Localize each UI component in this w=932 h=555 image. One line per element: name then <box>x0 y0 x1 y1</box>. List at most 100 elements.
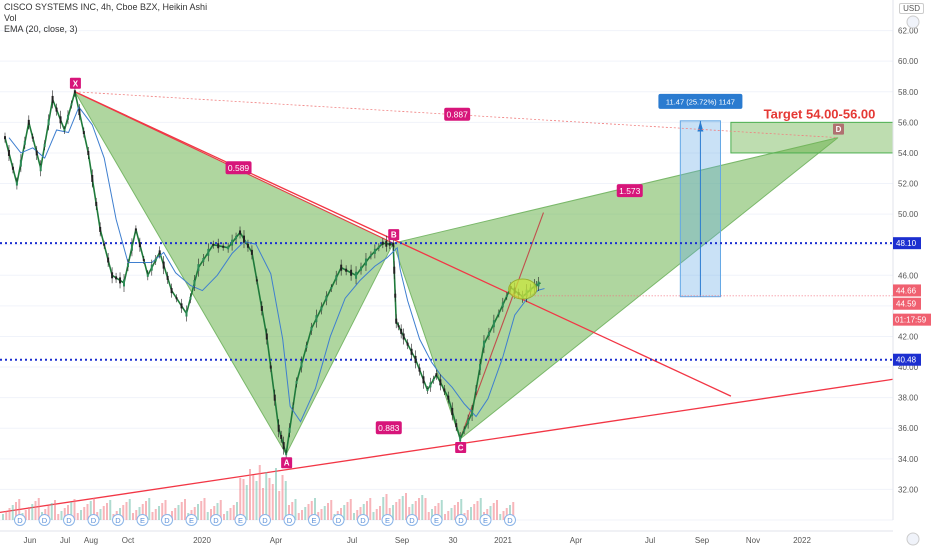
volume-bar <box>457 502 459 520</box>
ema-line <box>8 106 545 423</box>
candle <box>325 295 328 301</box>
volume-event-label: E <box>238 516 243 525</box>
volume-bar <box>106 503 108 520</box>
volume-bar <box>60 511 63 520</box>
volume-event-marker <box>14 514 26 526</box>
y-tick-label: 34.00 <box>898 455 919 464</box>
volume-bar <box>330 500 333 520</box>
candle <box>447 395 450 400</box>
trendline-lower <box>0 378 894 513</box>
xd-dotted-line <box>74 91 839 139</box>
y-tick-label: 36.00 <box>898 424 919 433</box>
volume-bar <box>401 496 404 520</box>
volume-indicator-label: Vol <box>4 13 17 23</box>
volume-event-label: D <box>66 516 72 525</box>
candle <box>175 297 178 300</box>
volume-bar <box>125 502 128 520</box>
volume-bar <box>57 514 60 520</box>
volume-bar <box>340 508 342 520</box>
currency-button[interactable]: USD <box>899 3 924 14</box>
candle <box>91 174 94 182</box>
candle <box>123 279 125 287</box>
candle <box>189 296 192 300</box>
volume-bar <box>174 508 177 520</box>
target-text: Target 54.00-56.00 <box>764 107 876 122</box>
candle <box>23 140 26 145</box>
candle <box>360 266 363 271</box>
measure-label: 11.47 (25.72%) 1147 <box>666 97 735 106</box>
pattern-point-marker <box>833 123 844 135</box>
candle <box>246 243 249 248</box>
volume-bar <box>398 499 401 520</box>
volume-bar <box>505 508 508 520</box>
volume-bar <box>171 511 173 520</box>
price-line <box>4 91 541 455</box>
volume-bar <box>154 509 157 520</box>
volume-bar <box>447 511 450 520</box>
volume-bar <box>288 505 290 520</box>
volume-bar <box>122 505 125 520</box>
volume-bar <box>437 503 440 520</box>
pattern-point-label: B <box>391 231 397 240</box>
volume-bar <box>119 508 121 520</box>
candle <box>381 241 384 245</box>
candle <box>369 254 372 257</box>
candle <box>355 271 358 279</box>
volume-bar <box>86 504 89 520</box>
volume-bar <box>2 514 4 520</box>
volume-bar <box>252 475 255 520</box>
candle <box>501 302 504 308</box>
volume-bar <box>275 468 277 520</box>
candle <box>119 277 122 284</box>
volume-bar <box>158 506 160 520</box>
volume-bar <box>76 513 79 520</box>
volume-bar <box>213 506 216 520</box>
candle <box>78 109 81 116</box>
pattern-point-marker <box>388 229 400 241</box>
candle <box>429 382 432 388</box>
volume-event-label: E <box>385 516 390 525</box>
candle <box>95 201 98 206</box>
x-tick-label: Apr <box>270 536 283 545</box>
volume-bar <box>489 506 492 520</box>
volume-bar <box>164 500 167 520</box>
volume-bar <box>434 506 437 520</box>
candle <box>158 250 161 255</box>
volume-bar <box>47 506 50 520</box>
volume-bar <box>151 512 154 520</box>
ratio-badge <box>444 107 471 121</box>
volume-bar <box>255 481 258 520</box>
x-tick-label: Jul <box>60 536 70 545</box>
volume-bar <box>385 494 388 520</box>
x-tick-label: Sep <box>395 536 410 545</box>
candle <box>295 380 298 384</box>
price-alt-tag <box>893 297 921 310</box>
volume-event-marker <box>504 514 516 526</box>
candle <box>377 246 380 249</box>
volume-event-marker <box>63 514 75 526</box>
candle <box>227 246 230 250</box>
volume-bar <box>492 503 495 520</box>
volume-event-marker <box>381 514 394 526</box>
y-tick-label: 46.00 <box>898 271 919 280</box>
candle <box>260 305 263 311</box>
volume-bar <box>323 506 326 520</box>
volume-bar <box>89 501 92 520</box>
volume-bar <box>496 500 498 520</box>
volume-bar <box>375 509 378 520</box>
candle <box>107 257 110 263</box>
candle <box>492 320 495 328</box>
candle <box>239 230 242 235</box>
volume-event-marker <box>136 514 149 526</box>
candle <box>126 263 129 268</box>
candle <box>66 114 69 120</box>
volume-bar <box>109 500 112 520</box>
ratio-label: 1.573 <box>619 186 641 196</box>
candle <box>55 107 58 112</box>
volume-bar <box>70 502 73 520</box>
x-tick-label: Aug <box>84 536 98 545</box>
candle <box>212 243 215 246</box>
candle <box>59 116 62 124</box>
